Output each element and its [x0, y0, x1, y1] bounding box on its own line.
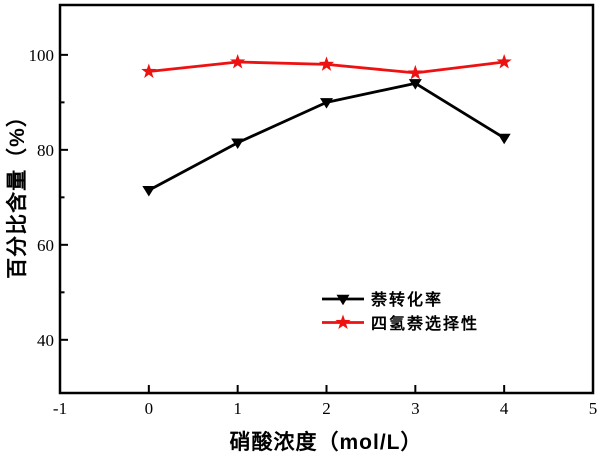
data-point-marker-triangle-down — [142, 186, 156, 197]
x-axis-title: 硝酸浓度（mol/L） — [230, 430, 423, 454]
y-tick-label: 80 — [37, 141, 54, 160]
y-tick-label: 60 — [37, 236, 54, 255]
data-series — [141, 53, 512, 197]
x-tick-label: 1 — [233, 399, 242, 418]
legend-label-conversion: 萘转化率 — [370, 290, 443, 309]
legend-marker-triangle-down-icon — [336, 294, 350, 306]
data-point-marker-triangle-down — [497, 133, 511, 145]
x-tick-label: 3 — [411, 399, 420, 418]
y-axis-title: 百分比含量（%） — [5, 105, 29, 279]
data-point-marker-triangle-down — [231, 138, 245, 150]
series-1-star — [141, 53, 512, 80]
y-tick-label: 40 — [37, 331, 54, 350]
data-point-marker-star — [496, 53, 512, 69]
legend-entry-selectivity: 四氢萘选择性 — [322, 314, 479, 333]
x-tick-label: -1 — [53, 399, 67, 418]
data-point-marker-triangle-down — [320, 98, 333, 109]
series-0-triangle-down — [142, 79, 511, 197]
data-point-marker-star — [407, 64, 423, 80]
axis-ticks: -1 0 1 2 3 4 5 40 60 80 100 — [29, 46, 598, 418]
data-point-marker-star — [230, 53, 246, 69]
legend-label-selectivity: 四氢萘选择性 — [371, 314, 479, 333]
x-tick-label: 4 — [500, 399, 509, 418]
y-tick-label: 100 — [29, 46, 55, 65]
legend-entry-conversion: 萘转化率 — [322, 290, 443, 309]
x-tick-label: 0 — [145, 399, 154, 418]
data-point-marker-star — [141, 63, 157, 78]
data-point-marker-triangle-down — [408, 79, 422, 90]
legend-marker-star-icon — [335, 314, 351, 329]
data-point-marker-star — [318, 56, 335, 71]
x-tick-label: 2 — [322, 399, 331, 418]
x-tick-label: 5 — [589, 399, 598, 418]
legend: 萘转化率 四氢萘选择性 — [322, 290, 479, 333]
